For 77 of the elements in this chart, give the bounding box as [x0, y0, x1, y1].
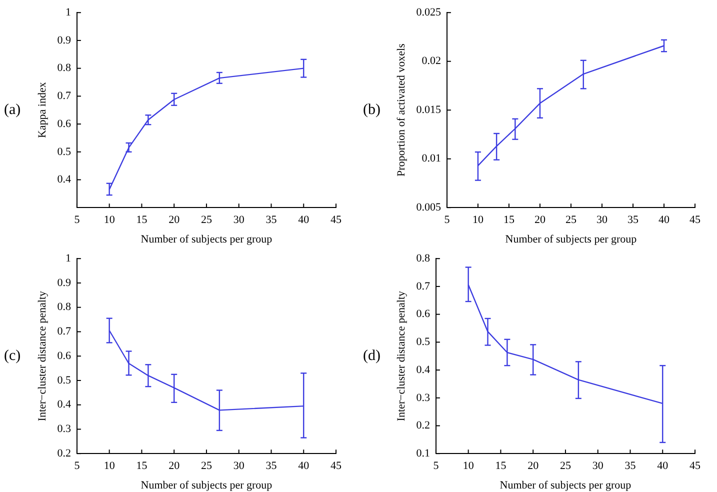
- x-axis-title: Number of subjects per group: [505, 233, 638, 246]
- x-tick-label: 25: [560, 460, 572, 472]
- y-tick-label: 0.02: [422, 55, 441, 68]
- y-tick-label: 0.005: [416, 201, 442, 214]
- x-tick-label: 40: [658, 214, 670, 226]
- x-tick-label: 15: [495, 460, 507, 472]
- x-tick-label: 15: [136, 214, 148, 226]
- y-tick-label: 0.015: [416, 104, 442, 116]
- y-tick-label: 0.025: [416, 6, 442, 18]
- text: (a): [4, 102, 21, 118]
- x-tick-label: 45: [330, 214, 342, 226]
- x-tick-label: 20: [528, 460, 540, 472]
- y-axis-title: Inter−cluster distance penalty: [36, 290, 48, 422]
- x-tick-label: 5: [74, 460, 80, 472]
- x-tick-label: 40: [298, 460, 310, 472]
- x-tick-label: 20: [168, 460, 180, 472]
- x-axis-title: Number of subjects per group: [140, 479, 273, 492]
- x-tick-label: 25: [200, 214, 212, 226]
- x-tick-label: 35: [624, 460, 636, 472]
- x-tick-label: 35: [627, 214, 639, 226]
- y-tick-label: 0.4: [416, 364, 430, 376]
- y-tick-label: 0.3: [57, 423, 72, 436]
- x-tick-label: 10: [462, 460, 474, 472]
- x-tick-label: 30: [596, 214, 608, 226]
- y-tick-label: 0.6: [57, 350, 72, 362]
- y-axis-title: Proportion of activated voxels: [395, 44, 408, 177]
- y-tick-label: 0.6: [57, 118, 72, 130]
- y-tick-label: 0.3: [416, 392, 430, 404]
- x-tick-label: 5: [444, 214, 450, 226]
- x-tick-label: 35: [266, 214, 278, 226]
- y-tick-label: 1: [65, 6, 71, 18]
- x-tick-label: 15: [136, 460, 148, 472]
- y-tick-label: 1: [65, 252, 71, 264]
- y-tick-label: 0.5: [57, 374, 72, 386]
- x-tick-label: 30: [233, 214, 245, 226]
- text: (d): [363, 348, 380, 364]
- x-tick-label: 35: [266, 460, 278, 472]
- y-axis-title: Inter−cluster distance penalty: [395, 290, 408, 422]
- x-tick-label: 45: [330, 460, 342, 472]
- y-tick-label: 0.4: [57, 398, 72, 411]
- y-tick-label: 0.7: [416, 280, 430, 292]
- x-tick-label: 30: [233, 460, 245, 472]
- y-axis-title: Kappa index: [36, 82, 48, 138]
- y-tick-label: 0.2: [57, 447, 71, 460]
- x-tick-label: 15: [503, 214, 515, 226]
- y-tick-label: 0.7: [57, 326, 72, 338]
- x-tick-label: 25: [565, 214, 577, 226]
- y-tick-label: 0.9: [57, 34, 72, 46]
- x-tick-label: 10: [104, 460, 116, 472]
- y-tick-label: 0.5: [416, 336, 430, 348]
- y-tick-label: 0.01: [422, 152, 441, 165]
- x-axis-title: Number of subjects per group: [140, 233, 273, 246]
- text: (b): [363, 102, 380, 118]
- y-tick-label: 0.2: [416, 420, 430, 432]
- y-tick-label: 0.8: [57, 301, 72, 314]
- y-tick-label: 0.8: [57, 62, 72, 74]
- y-tick-label: 0.5: [57, 146, 72, 158]
- y-tick-label: 0.4: [57, 174, 72, 186]
- x-tick-label: 30: [592, 460, 604, 472]
- x-tick-label: 20: [534, 214, 546, 226]
- x-tick-label: 5: [74, 214, 80, 226]
- x-tick-label: 10: [472, 214, 484, 226]
- x-tick-label: 10: [104, 214, 116, 226]
- x-tick-label: 45: [690, 214, 701, 226]
- text: (c): [4, 348, 21, 364]
- y-tick-label: 0.8: [416, 252, 430, 264]
- x-tick-label: 25: [200, 460, 212, 472]
- x-tick-label: 5: [433, 460, 440, 472]
- y-tick-label: 0.1: [416, 447, 430, 460]
- x-tick-label: 40: [298, 214, 310, 226]
- y-tick-label: 0.9: [57, 276, 72, 289]
- x-axis-title: Number of subjects per group: [500, 479, 632, 492]
- x-tick-label: 20: [168, 214, 180, 226]
- x-tick-label: 40: [657, 460, 669, 472]
- y-tick-label: 0.6: [416, 308, 430, 320]
- y-tick-label: 0.7: [57, 90, 72, 102]
- x-tick-label: 45: [690, 460, 701, 472]
